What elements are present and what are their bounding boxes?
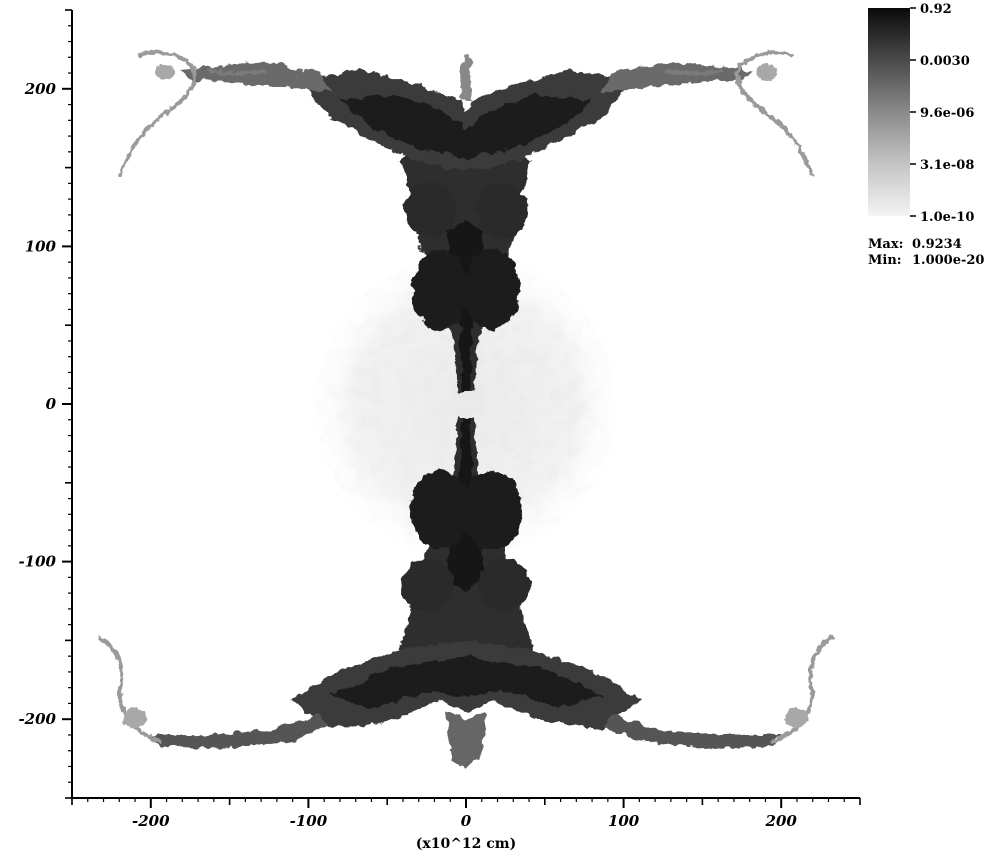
colorbar-ticks: 0.92 0.0030 9.6e-06 3.1e-08 1.0e-10 [910,2,974,225]
colorbar-tick-label: 0.92 [920,2,952,17]
x-major-ticks: -200 -100 0 100 200 [71,798,861,830]
y-tick-label: -100 [18,553,56,571]
min-label: Min: [868,253,902,268]
y-tick-label: 200 [24,80,57,98]
y-tick-label: 100 [25,237,57,255]
x-tick-label: 0 [461,812,472,830]
x-tick-label: -200 [132,812,170,830]
y-tick-label: -200 [18,710,56,728]
colorbar-tick-label: 9.6e-06 [920,106,974,121]
x-tick-label: 200 [765,812,798,830]
y-tick-label: 0 [46,395,57,413]
jet-structure [150,54,782,768]
plot-area: -200 -100 0 100 200 -200 -100 0 100 200 (x10^12 … [18,9,861,852]
x-axis-label: (x10^12 cm) [416,836,517,852]
corner-blobs [123,64,809,728]
y-major-ticks: -200 -100 0 100 200 [18,9,72,799]
max-label: Max: [868,237,903,252]
colorbar-tick-label: 1.0e-10 [920,210,974,225]
colorbar-tick-label: 3.1e-08 [920,158,974,173]
colorbar-tick-label: 0.0030 [920,54,970,69]
corner-filaments [98,50,834,744]
y-minor-ticks [68,25,72,783]
max-value: 0.9234 [912,237,962,252]
x-minor-ticks [87,798,845,802]
colorbar-gradient [868,8,910,216]
x-tick-label: -100 [290,812,328,830]
x-tick-label: 100 [608,812,640,830]
min-value: 1.000e-20 [912,253,984,268]
colorbar: 0.92 0.0030 9.6e-06 3.1e-08 1.0e-10 Max: 0.9… [868,2,984,268]
